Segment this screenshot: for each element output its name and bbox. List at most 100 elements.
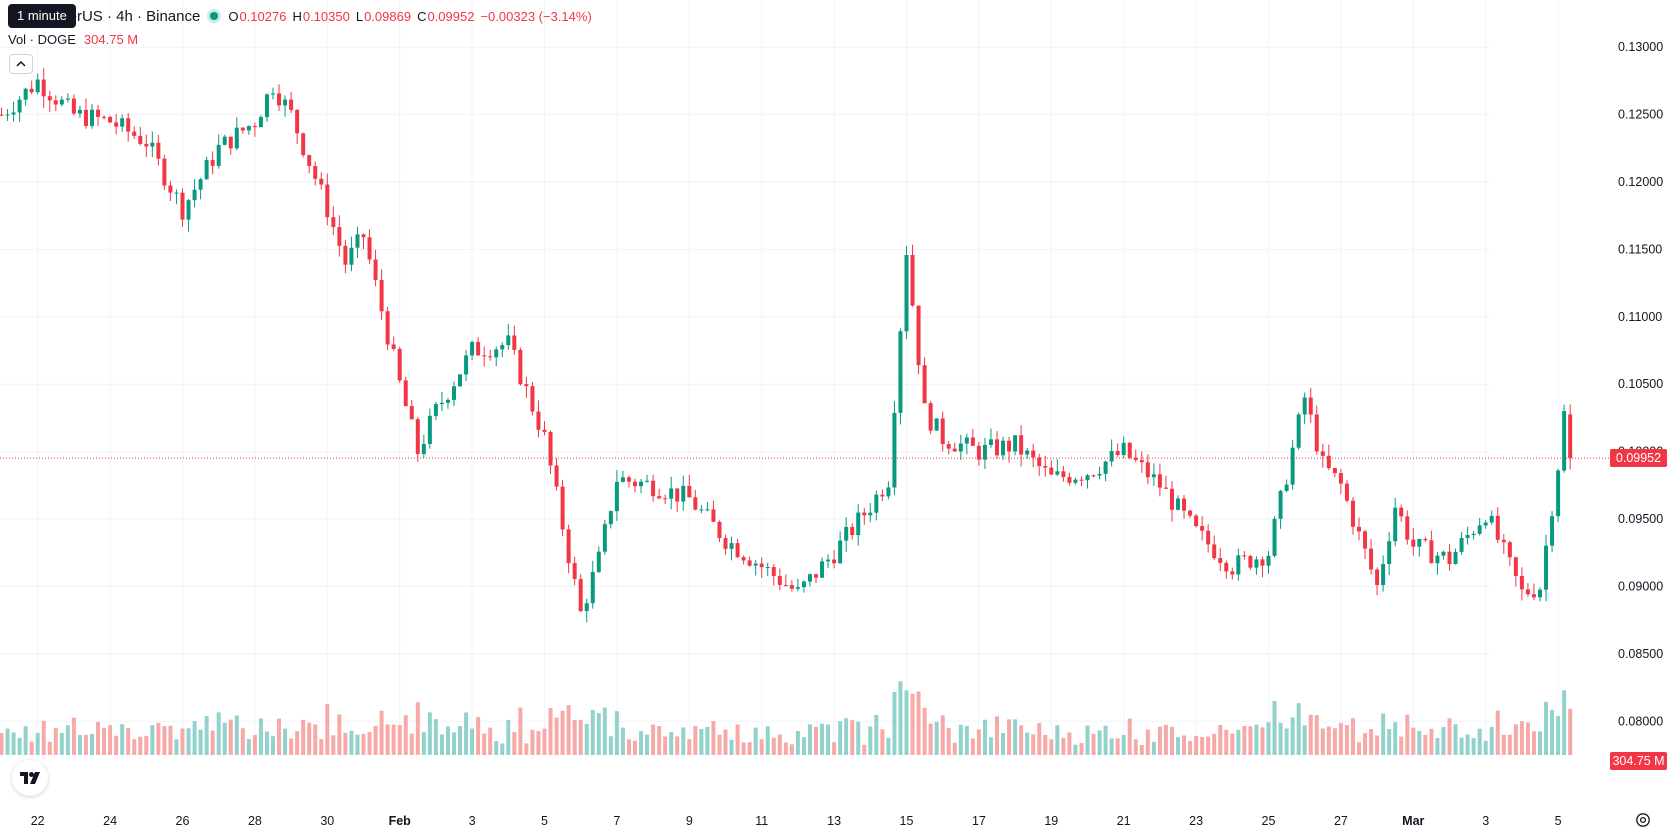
candle[interactable]: [11, 101, 16, 122]
candle[interactable]: [96, 104, 101, 127]
candle[interactable]: [1344, 480, 1349, 503]
candle[interactable]: [1375, 567, 1380, 596]
candle[interactable]: [1194, 514, 1199, 528]
candle[interactable]: [717, 520, 722, 542]
candle[interactable]: [59, 96, 64, 107]
candle[interactable]: [1031, 443, 1036, 468]
candle[interactable]: [1157, 463, 1162, 497]
candle[interactable]: [844, 517, 849, 552]
candle[interactable]: [174, 189, 179, 205]
candle[interactable]: [560, 479, 565, 537]
candle[interactable]: [934, 418, 939, 431]
candle[interactable]: [102, 115, 107, 120]
candle[interactable]: [240, 127, 245, 134]
candle[interactable]: [108, 115, 113, 123]
candle[interactable]: [343, 239, 348, 274]
candle[interactable]: [445, 397, 450, 409]
settings-gear-icon[interactable]: [1634, 811, 1652, 829]
candle[interactable]: [198, 177, 203, 200]
candle[interactable]: [373, 249, 378, 287]
candle[interactable]: [90, 103, 94, 129]
candle[interactable]: [1363, 529, 1368, 560]
candle[interactable]: [264, 93, 269, 122]
candle[interactable]: [1338, 468, 1343, 495]
candle[interactable]: [228, 136, 233, 155]
candle[interactable]: [880, 489, 885, 502]
candle[interactable]: [1139, 451, 1144, 473]
candle[interactable]: [180, 188, 185, 227]
candle[interactable]: [476, 337, 481, 356]
candle[interactable]: [572, 556, 577, 586]
candle[interactable]: [1151, 463, 1156, 487]
candle[interactable]: [1441, 550, 1446, 560]
candle[interactable]: [409, 399, 414, 420]
candle[interactable]: [904, 246, 909, 339]
candle[interactable]: [452, 381, 456, 407]
candle[interactable]: [307, 154, 312, 174]
candle[interactable]: [1538, 587, 1542, 602]
candle[interactable]: [1284, 479, 1289, 493]
candle[interactable]: [832, 550, 837, 569]
candle[interactable]: [910, 244, 915, 307]
candle[interactable]: [1266, 550, 1271, 574]
candle[interactable]: [964, 433, 969, 455]
candle[interactable]: [47, 90, 52, 112]
candle[interactable]: [663, 494, 668, 504]
volume-legend-label[interactable]: Vol · DOGE: [8, 32, 76, 47]
candle[interactable]: [1085, 474, 1090, 489]
candle[interactable]: [500, 342, 505, 358]
candle[interactable]: [1314, 405, 1319, 455]
candle[interactable]: [126, 112, 131, 142]
candle[interactable]: [1001, 436, 1006, 460]
candle[interactable]: [1067, 472, 1072, 486]
candle[interactable]: [1489, 510, 1494, 525]
candle[interactable]: [1272, 516, 1277, 558]
candle[interactable]: [1013, 435, 1018, 456]
candle[interactable]: [1568, 404, 1573, 470]
candle[interactable]: [789, 579, 794, 592]
candle[interactable]: [367, 229, 372, 265]
candle[interactable]: [633, 478, 637, 493]
candle[interactable]: [693, 489, 698, 511]
candle[interactable]: [1320, 443, 1325, 468]
candle[interactable]: [162, 154, 167, 190]
candle[interactable]: [783, 574, 788, 587]
candle[interactable]: [1055, 459, 1060, 476]
candle[interactable]: [71, 94, 76, 116]
candle[interactable]: [675, 488, 680, 512]
candle[interactable]: [602, 519, 607, 555]
candle[interactable]: [464, 349, 469, 382]
candle[interactable]: [1133, 449, 1138, 463]
candle[interactable]: [53, 95, 58, 112]
candle[interactable]: [277, 84, 282, 111]
candle[interactable]: [1212, 535, 1217, 561]
candle[interactable]: [777, 568, 782, 591]
candle[interactable]: [385, 306, 390, 351]
candle[interactable]: [681, 475, 686, 511]
candle[interactable]: [1073, 477, 1078, 485]
candle[interactable]: [940, 411, 945, 452]
candle[interactable]: [138, 126, 143, 146]
candle[interactable]: [1556, 468, 1561, 522]
candle[interactable]: [952, 442, 957, 452]
candle[interactable]: [922, 357, 927, 404]
candle[interactable]: [759, 557, 764, 578]
candle[interactable]: [1393, 497, 1398, 547]
candle[interactable]: [17, 96, 22, 122]
candle[interactable]: [1236, 548, 1241, 581]
candlesticks[interactable]: [0, 68, 1573, 623]
candle[interactable]: [826, 554, 831, 569]
candle[interactable]: [1507, 540, 1512, 566]
candle[interactable]: [156, 134, 161, 166]
candle[interactable]: [657, 488, 662, 500]
candle[interactable]: [807, 573, 812, 587]
candle[interactable]: [433, 401, 438, 421]
candle[interactable]: [862, 507, 867, 525]
candle[interactable]: [1091, 474, 1096, 478]
candle[interactable]: [114, 114, 119, 135]
candle[interactable]: [258, 115, 263, 128]
candle[interactable]: [1326, 444, 1331, 471]
candle[interactable]: [518, 347, 523, 386]
candle[interactable]: [982, 437, 987, 469]
candle[interactable]: [1224, 560, 1229, 579]
